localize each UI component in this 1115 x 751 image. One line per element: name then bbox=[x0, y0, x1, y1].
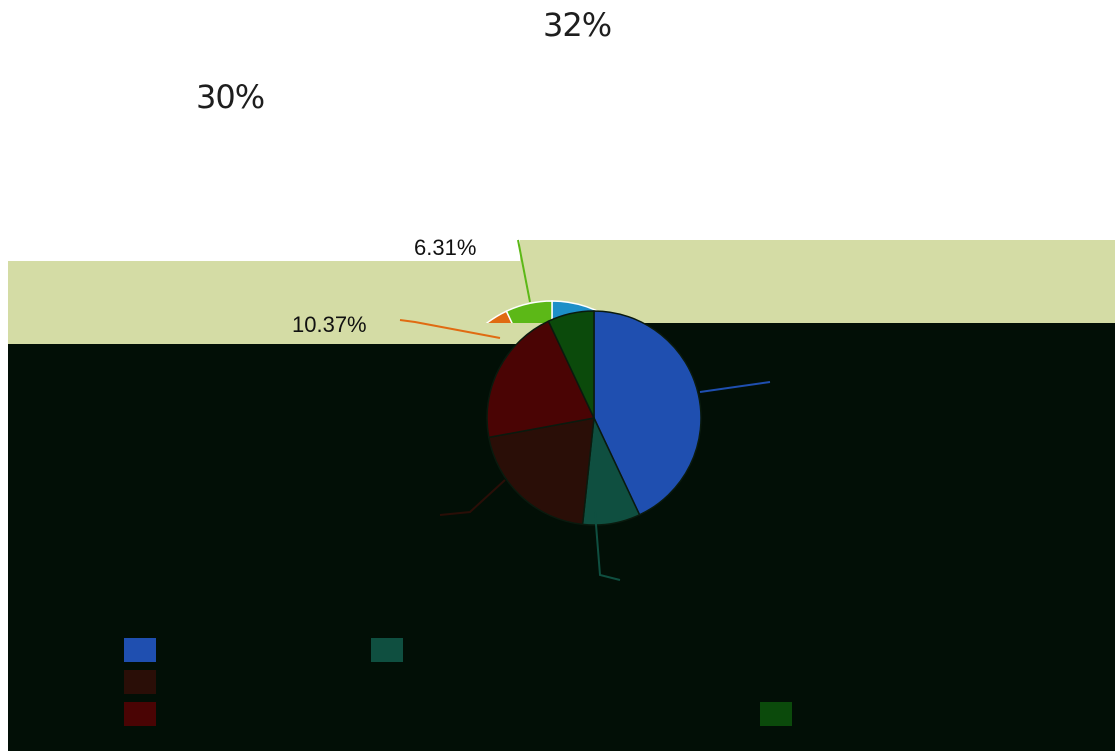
leader-line-10-37 bbox=[399, 319, 501, 339]
pie-slice bbox=[485, 310, 513, 323]
dark-band-top-extension bbox=[555, 323, 1115, 345]
legend-swatch bbox=[124, 702, 156, 726]
pie-slice bbox=[593, 310, 702, 516]
leader-line-left bbox=[439, 479, 506, 516]
legend-swatch bbox=[124, 638, 156, 662]
legend-swatch bbox=[760, 702, 792, 726]
legend-item bbox=[371, 638, 413, 662]
slice-label-10-37: 10.37% bbox=[292, 312, 367, 337]
lower-pie bbox=[486, 310, 702, 526]
leader-line-bottom bbox=[594, 511, 621, 581]
pie-slice bbox=[547, 310, 595, 419]
legend-swatch bbox=[124, 670, 156, 694]
leader-line-6-31 bbox=[517, 239, 531, 303]
white-notch bbox=[8, 240, 520, 261]
legend-item bbox=[124, 638, 166, 662]
top-percent-label: 32% bbox=[543, 6, 612, 44]
slice-label-6-31: 6.31% bbox=[414, 235, 476, 260]
legend-item bbox=[760, 702, 802, 726]
legend-item bbox=[124, 670, 166, 694]
leader-line-right bbox=[699, 381, 771, 393]
chart-legend bbox=[124, 636, 1084, 736]
legend-item bbox=[124, 702, 166, 726]
pie-slice bbox=[505, 300, 553, 323]
pie-slice bbox=[487, 417, 595, 526]
legend-swatch bbox=[371, 638, 403, 662]
pie-slice bbox=[486, 320, 596, 439]
top-percent-label-secondary: 30% bbox=[196, 78, 265, 116]
